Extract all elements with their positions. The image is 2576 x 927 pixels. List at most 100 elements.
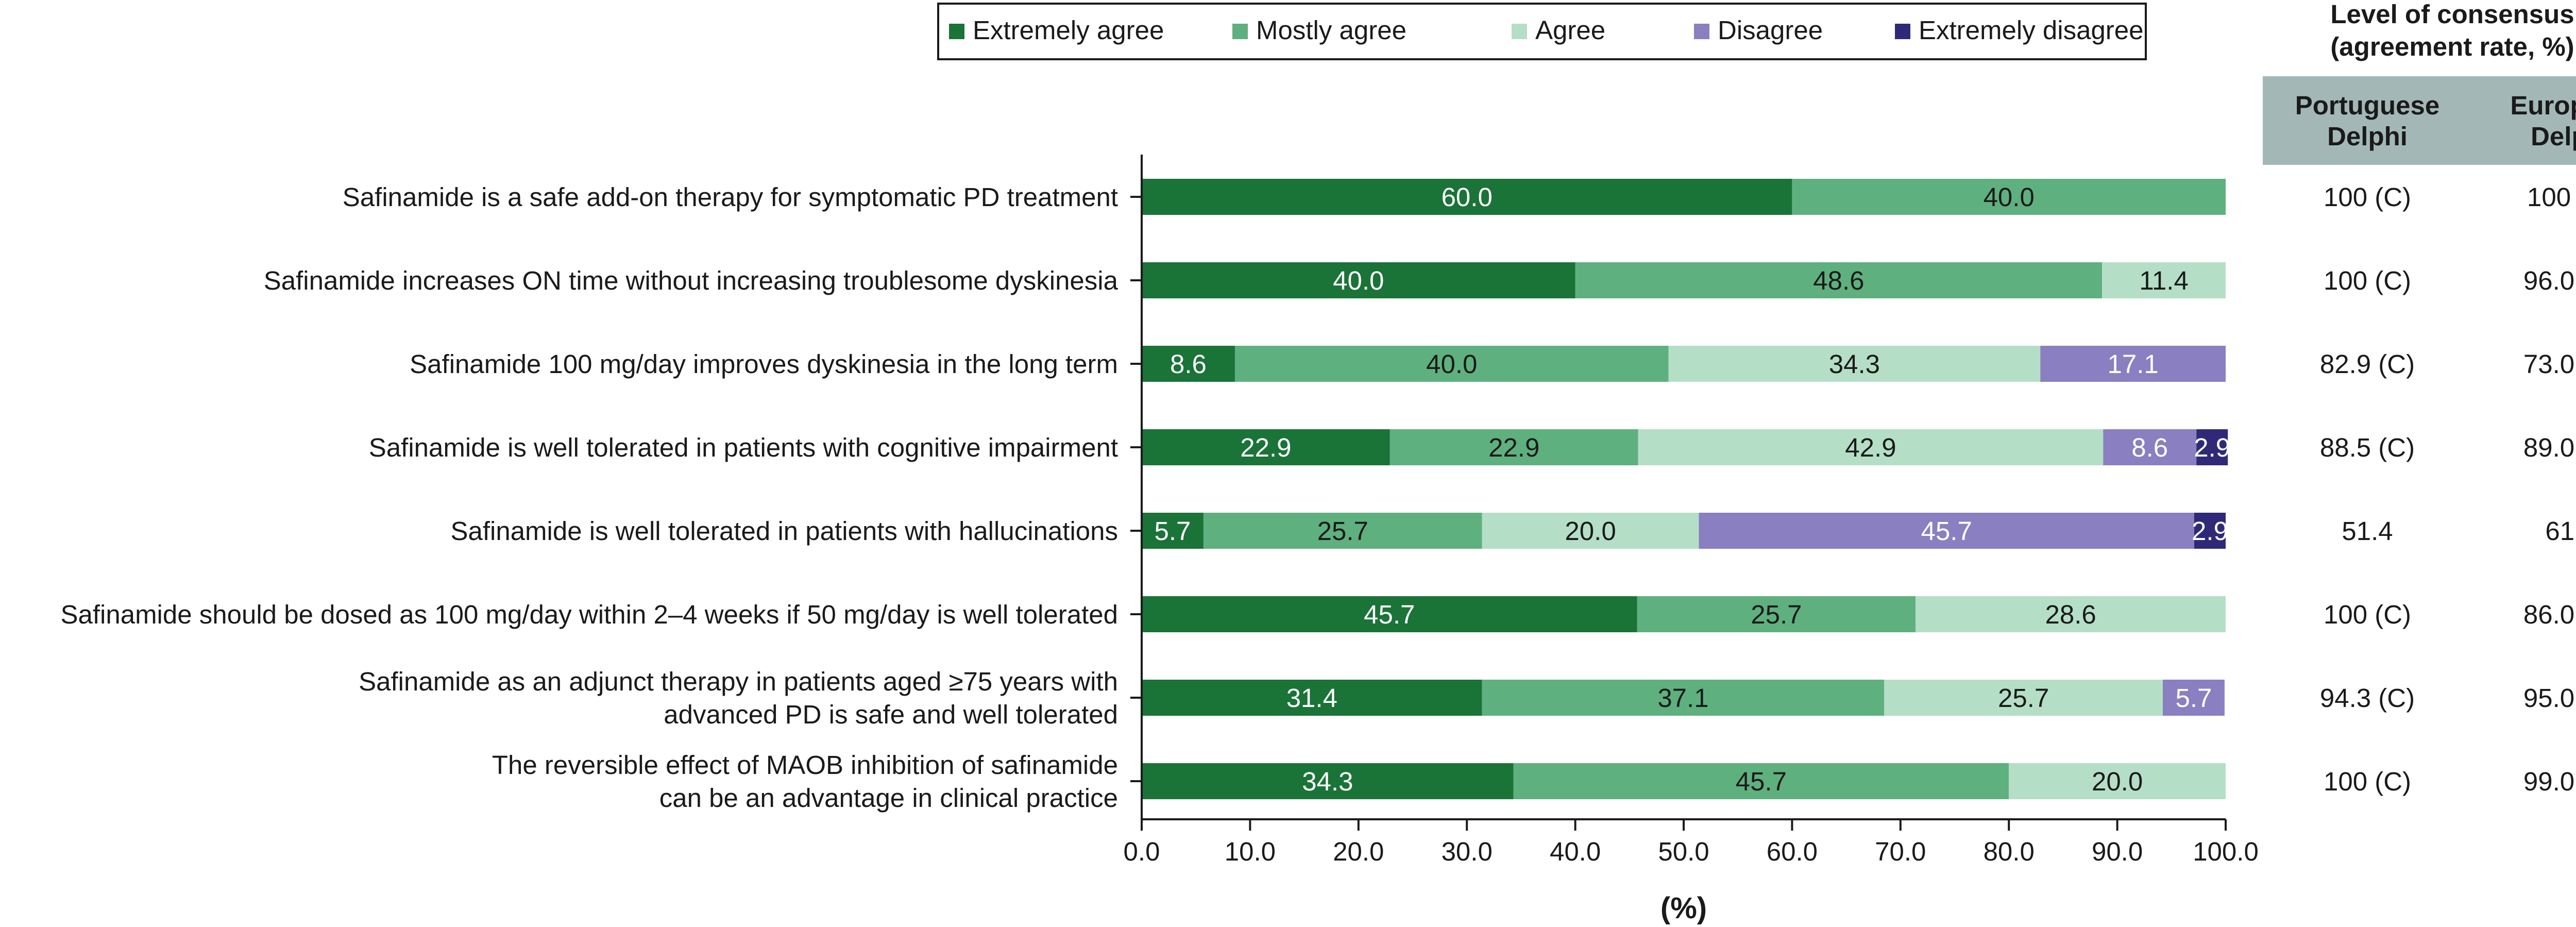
bar-value-label: 45.7 (1736, 767, 1787, 796)
category-label: Safinamide 100 mg/day improves dyskinesi… (410, 349, 1118, 379)
bar-segment (1637, 596, 1916, 632)
consensus-title: Level of consensus (2330, 0, 2574, 29)
bar-segment (2162, 680, 2225, 716)
x-tick-label: 70.0 (1875, 837, 1926, 866)
bar-segment (1482, 680, 1885, 716)
legend-swatch (1512, 24, 1527, 39)
consensus-value: 95.0 (C) (2523, 683, 2576, 713)
bar-value-label: 42.9 (1845, 433, 1896, 462)
bar-value-label: 60.0 (1442, 182, 1493, 212)
bar-value-label: 2.9 (2192, 516, 2228, 546)
x-tick-label: 10.0 (1225, 837, 1276, 866)
bar-segment (2103, 429, 2197, 465)
category-label: Safinamide is a safe add-on therapy for … (343, 182, 1118, 212)
legend-swatch (1232, 24, 1248, 39)
bar-value-label: 45.7 (1364, 600, 1415, 629)
legend-box (937, 3, 2147, 60)
consensus-value: 99.0 (C) (2523, 767, 2576, 796)
x-tick-label: 90.0 (2092, 837, 2143, 866)
bar-segment (1234, 346, 1669, 382)
consensus-column-header: European (2510, 91, 2576, 120)
consensus-value: 51.4 (2342, 516, 2393, 546)
legend-label: Mostly agree (1256, 15, 1406, 45)
consensus-value: 89.0 (C) (2523, 433, 2576, 462)
bar-value-label: 40.0 (1333, 266, 1384, 295)
bar-segment (1203, 513, 1482, 549)
consensus-value: 100 (C) (2324, 600, 2411, 629)
bar-value-label: 20.0 (1565, 516, 1616, 546)
x-tick-label: 50.0 (1658, 837, 1709, 866)
bar-segment (1575, 262, 2103, 298)
category-label: Safinamide is well tolerated in patients… (369, 433, 1118, 462)
category-label: advanced PD is safe and well tolerated (664, 700, 1118, 729)
bar-value-label: 25.7 (1317, 516, 1368, 546)
bar-value-label: 25.7 (1751, 600, 1802, 629)
bar-value-label: 40.0 (1426, 349, 1477, 379)
x-tick-label: 60.0 (1767, 837, 1818, 866)
bar-segment (1142, 763, 1514, 799)
bar-value-label: 31.4 (1286, 683, 1337, 713)
legend-swatch (1694, 24, 1709, 39)
category-label: Safinamide increases ON time without inc… (264, 266, 1118, 295)
x-tick-label: 80.0 (1984, 837, 2035, 866)
bar-segment (1142, 346, 1235, 382)
bar-value-label: 22.9 (1488, 433, 1539, 462)
bar-segment (1699, 513, 2194, 549)
bar-value-label: 22.9 (1240, 433, 1291, 462)
bar-segment (1142, 513, 1204, 549)
consensus-value: 100 (C) (2324, 266, 2411, 295)
bar-value-label: 28.6 (2045, 600, 2096, 629)
category-label: can be an advantage in clinical practice (659, 783, 1118, 813)
bar-segment (1142, 179, 1792, 215)
bar-value-label: 40.0 (1984, 182, 2035, 212)
category-label: The reversible effect of MAOB inhibition… (492, 750, 1118, 780)
consensus-value: 100 (C) (2324, 767, 2411, 796)
bar-segment (1142, 429, 1390, 465)
bar-value-label: 48.6 (1813, 266, 1864, 295)
consensus-value: 100 (C) (2324, 182, 2411, 212)
bar-segment (1668, 346, 2041, 382)
bar-segment (2102, 262, 2226, 298)
bar-value-label: 25.7 (1998, 683, 2049, 713)
bar-segment (2040, 346, 2226, 382)
consensus-value: 88.5 (C) (2320, 433, 2415, 462)
bar-segment (1884, 680, 2163, 716)
x-tick-label: 40.0 (1550, 837, 1601, 866)
legend-label: Agree (1535, 15, 1605, 45)
consensus-value: 73.0 (C) (2523, 349, 2576, 379)
x-tick-label: 100.0 (2193, 837, 2259, 866)
legend-label: Disagree (1718, 15, 1823, 45)
category-label: Safinamide should be dosed as 100 mg/day… (60, 600, 1118, 629)
bar-segment (1916, 596, 2226, 632)
bar-segment (1142, 596, 1637, 632)
bar-value-label: 5.7 (2175, 683, 2212, 713)
bar-value-label: 37.1 (1657, 683, 1708, 713)
bar-segment (1482, 513, 1699, 549)
category-label: Safinamide is well tolerated in patients… (450, 516, 1118, 546)
bar-value-label: 2.9 (2194, 433, 2230, 462)
x-tick-label: 20.0 (1333, 837, 1384, 866)
x-tick-label: 30.0 (1442, 837, 1493, 866)
bar-value-label: 17.1 (2107, 349, 2158, 379)
bar-segment (1513, 763, 2009, 799)
bar-value-label: 11.4 (2139, 266, 2188, 295)
bar-segment (1142, 262, 1575, 298)
consensus-column-header: Delphi (2327, 122, 2408, 151)
consensus-value: 100 (C) (2527, 182, 2576, 212)
consensus-column-header: Portuguese (2295, 91, 2440, 120)
bar-segment (2009, 763, 2226, 799)
consensus-title: (agreement rate, %) (2330, 32, 2574, 61)
consensus-value: 61.0 (2545, 516, 2576, 546)
bar-segment (1792, 179, 2226, 215)
bar-value-label: 34.3 (1829, 349, 1880, 379)
bar-value-label: 34.3 (1302, 767, 1353, 796)
x-axis-title: (%) (1660, 891, 1707, 925)
bar-value-label: 20.0 (2092, 767, 2143, 796)
bar-segment (2194, 513, 2226, 549)
consensus-column-header: Delphi (2531, 122, 2576, 151)
bar-value-label: 5.7 (1155, 516, 1191, 546)
bar-segment (1142, 680, 1482, 716)
bar-segment (1638, 429, 2104, 465)
legend-swatch (949, 24, 964, 39)
